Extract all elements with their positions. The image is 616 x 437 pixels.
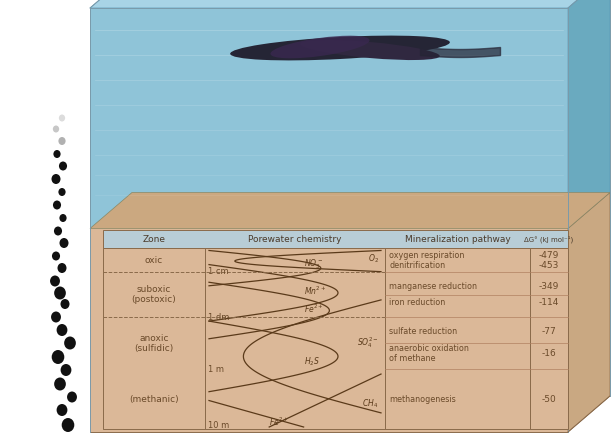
Text: sulfate reduction: sulfate reduction (389, 327, 457, 336)
Text: $Mn^{2+}$: $Mn^{2+}$ (304, 285, 326, 297)
Text: suboxic
(postoxic): suboxic (postoxic) (132, 285, 176, 304)
Text: $Fe^{2+}$: $Fe^{2+}$ (269, 416, 289, 428)
Bar (103, 249, 205, 429)
Text: $H_2S$: $H_2S$ (304, 355, 320, 368)
Text: 10 m: 10 m (208, 420, 229, 430)
Text: -114: -114 (539, 298, 559, 307)
Ellipse shape (230, 35, 450, 60)
Text: $O_2$: $O_2$ (368, 252, 379, 265)
Bar (385, 249, 530, 429)
Text: 1 m: 1 m (208, 365, 224, 374)
Text: -453: -453 (539, 261, 559, 270)
Bar (205, 249, 385, 429)
Ellipse shape (52, 174, 60, 184)
Ellipse shape (54, 287, 66, 299)
Polygon shape (568, 0, 610, 229)
Ellipse shape (57, 404, 67, 416)
Text: $Fe^{2+}$: $Fe^{2+}$ (304, 302, 323, 315)
Text: Zone: Zone (142, 235, 166, 244)
Ellipse shape (59, 214, 67, 222)
Text: -349: -349 (539, 282, 559, 291)
Ellipse shape (300, 40, 440, 60)
Text: -50: -50 (541, 395, 556, 404)
Ellipse shape (64, 336, 76, 350)
Ellipse shape (60, 364, 71, 376)
Ellipse shape (54, 150, 60, 158)
Ellipse shape (60, 299, 70, 309)
Ellipse shape (51, 312, 61, 323)
Ellipse shape (50, 275, 60, 287)
Ellipse shape (67, 392, 77, 402)
Ellipse shape (52, 350, 64, 364)
Polygon shape (90, 8, 568, 229)
Ellipse shape (270, 36, 370, 58)
Ellipse shape (54, 378, 66, 391)
Ellipse shape (60, 238, 68, 248)
Ellipse shape (52, 252, 60, 260)
Text: oxic: oxic (145, 256, 163, 265)
Ellipse shape (53, 201, 61, 209)
Text: -16: -16 (541, 349, 556, 358)
Ellipse shape (59, 114, 65, 121)
Polygon shape (90, 0, 610, 8)
Text: iron reduction: iron reduction (389, 298, 445, 307)
Text: -479: -479 (539, 251, 559, 260)
Text: denitrification: denitrification (389, 261, 445, 270)
Ellipse shape (59, 188, 65, 196)
Text: ΔG° (kJ mol⁻¹): ΔG° (kJ mol⁻¹) (524, 236, 573, 243)
Text: oxygen respiration: oxygen respiration (389, 251, 464, 260)
Text: 1 cm: 1 cm (208, 267, 229, 277)
Text: anoxic
(sulfidic): anoxic (sulfidic) (134, 333, 174, 353)
Ellipse shape (53, 125, 59, 132)
Text: (methanic): (methanic) (129, 395, 179, 404)
Text: $CH_4$: $CH_4$ (362, 398, 378, 410)
Text: anaerobic oxidation
of methane: anaerobic oxidation of methane (389, 343, 469, 363)
Text: $NO_3^-$: $NO_3^-$ (304, 258, 323, 271)
Ellipse shape (57, 324, 67, 336)
Text: 1 dm: 1 dm (208, 312, 229, 322)
Polygon shape (568, 192, 610, 432)
Polygon shape (90, 229, 568, 432)
Text: manganese reduction: manganese reduction (389, 282, 477, 291)
Text: $SO_4^{2-}$: $SO_4^{2-}$ (357, 335, 379, 350)
Text: methanogenesis: methanogenesis (389, 395, 456, 404)
Ellipse shape (54, 226, 62, 236)
Ellipse shape (59, 137, 65, 145)
Ellipse shape (59, 162, 67, 170)
Polygon shape (90, 192, 610, 229)
Text: Porewater chemistry: Porewater chemistry (248, 235, 342, 244)
Ellipse shape (62, 418, 75, 432)
Bar (530, 249, 568, 429)
Text: Mineralization pathway: Mineralization pathway (405, 235, 511, 244)
Text: -77: -77 (541, 327, 556, 336)
Bar (103, 230, 568, 249)
Ellipse shape (57, 263, 67, 273)
